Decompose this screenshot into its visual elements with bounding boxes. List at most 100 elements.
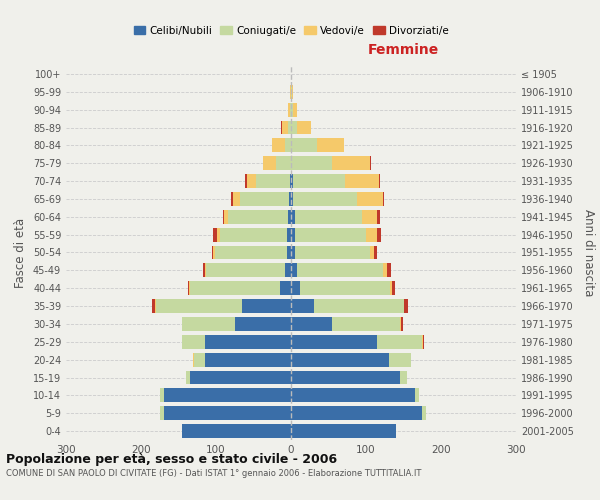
Bar xyxy=(291,299,314,313)
Text: Femmine: Femmine xyxy=(368,44,439,58)
Y-axis label: Fasce di età: Fasce di età xyxy=(14,218,27,288)
Bar xyxy=(213,228,217,241)
Bar xyxy=(415,388,419,402)
Bar xyxy=(242,299,291,313)
Bar xyxy=(422,406,426,420)
Bar xyxy=(295,228,366,241)
Bar xyxy=(291,264,297,278)
Bar xyxy=(400,370,407,384)
Bar xyxy=(245,174,247,188)
Bar xyxy=(390,281,392,295)
Bar xyxy=(300,281,390,295)
Bar xyxy=(287,246,291,260)
Bar xyxy=(401,317,403,331)
Bar xyxy=(377,210,380,224)
Bar xyxy=(290,174,291,188)
Bar xyxy=(263,156,276,170)
Bar xyxy=(389,352,411,366)
Bar xyxy=(387,264,391,278)
Bar xyxy=(213,246,215,260)
Bar xyxy=(288,210,291,224)
Bar xyxy=(332,317,400,331)
Bar xyxy=(190,281,280,295)
Bar xyxy=(291,370,400,384)
Bar xyxy=(423,335,424,349)
Bar xyxy=(377,228,381,241)
Bar xyxy=(271,138,285,152)
Bar xyxy=(357,192,383,206)
Bar xyxy=(193,352,205,366)
Bar xyxy=(291,210,295,224)
Bar xyxy=(217,228,220,241)
Bar xyxy=(280,281,291,295)
Bar xyxy=(186,370,190,384)
Bar xyxy=(293,102,297,117)
Bar xyxy=(205,352,291,366)
Bar xyxy=(291,406,422,420)
Bar xyxy=(220,228,287,241)
Bar xyxy=(235,317,291,331)
Bar xyxy=(370,246,373,260)
Bar xyxy=(383,264,387,278)
Bar xyxy=(190,370,291,384)
Bar xyxy=(295,246,370,260)
Bar xyxy=(182,424,291,438)
Bar xyxy=(345,174,379,188)
Bar xyxy=(247,174,256,188)
Bar xyxy=(291,424,396,438)
Bar xyxy=(400,317,401,331)
Bar xyxy=(291,246,295,260)
Bar xyxy=(291,352,389,366)
Bar xyxy=(182,335,205,349)
Bar xyxy=(291,120,297,134)
Bar xyxy=(392,281,395,295)
Bar xyxy=(182,317,235,331)
Bar xyxy=(379,174,380,188)
Bar xyxy=(155,299,156,313)
Bar xyxy=(291,174,293,188)
Bar xyxy=(152,299,155,313)
Bar xyxy=(383,192,384,206)
Bar xyxy=(404,299,408,313)
Bar xyxy=(290,102,291,117)
Bar xyxy=(212,246,213,260)
Bar xyxy=(422,335,423,349)
Bar xyxy=(332,156,370,170)
Bar xyxy=(205,335,291,349)
Bar xyxy=(291,388,415,402)
Bar xyxy=(240,192,289,206)
Bar xyxy=(285,264,291,278)
Bar xyxy=(291,192,293,206)
Bar xyxy=(282,120,288,134)
Bar xyxy=(291,102,293,117)
Bar xyxy=(291,156,332,170)
Bar xyxy=(231,192,233,206)
Bar xyxy=(285,138,291,152)
Text: COMUNE DI SAN PAOLO DI CIVITATE (FG) - Dati ISTAT 1° gennaio 2006 - Elaborazione: COMUNE DI SAN PAOLO DI CIVITATE (FG) - D… xyxy=(6,469,421,478)
Bar xyxy=(189,281,190,295)
Bar xyxy=(188,281,189,295)
Text: Popolazione per età, sesso e stato civile - 2006: Popolazione per età, sesso e stato civil… xyxy=(6,452,337,466)
Bar xyxy=(362,210,377,224)
Bar xyxy=(291,138,317,152)
Bar xyxy=(163,388,291,402)
Bar xyxy=(293,174,345,188)
Bar xyxy=(292,85,293,99)
Bar xyxy=(297,120,311,134)
Bar xyxy=(288,120,291,134)
Bar xyxy=(291,335,377,349)
Bar xyxy=(289,192,291,206)
Bar xyxy=(233,192,240,206)
Y-axis label: Anni di nascita: Anni di nascita xyxy=(581,209,595,296)
Bar xyxy=(377,335,422,349)
Bar xyxy=(203,264,205,278)
Bar xyxy=(291,317,332,331)
Bar xyxy=(256,174,290,188)
Bar xyxy=(281,120,282,134)
Bar xyxy=(293,192,357,206)
Bar xyxy=(317,138,343,152)
Bar xyxy=(276,156,291,170)
Bar xyxy=(205,264,206,278)
Bar xyxy=(224,210,228,224)
Bar xyxy=(373,246,377,260)
